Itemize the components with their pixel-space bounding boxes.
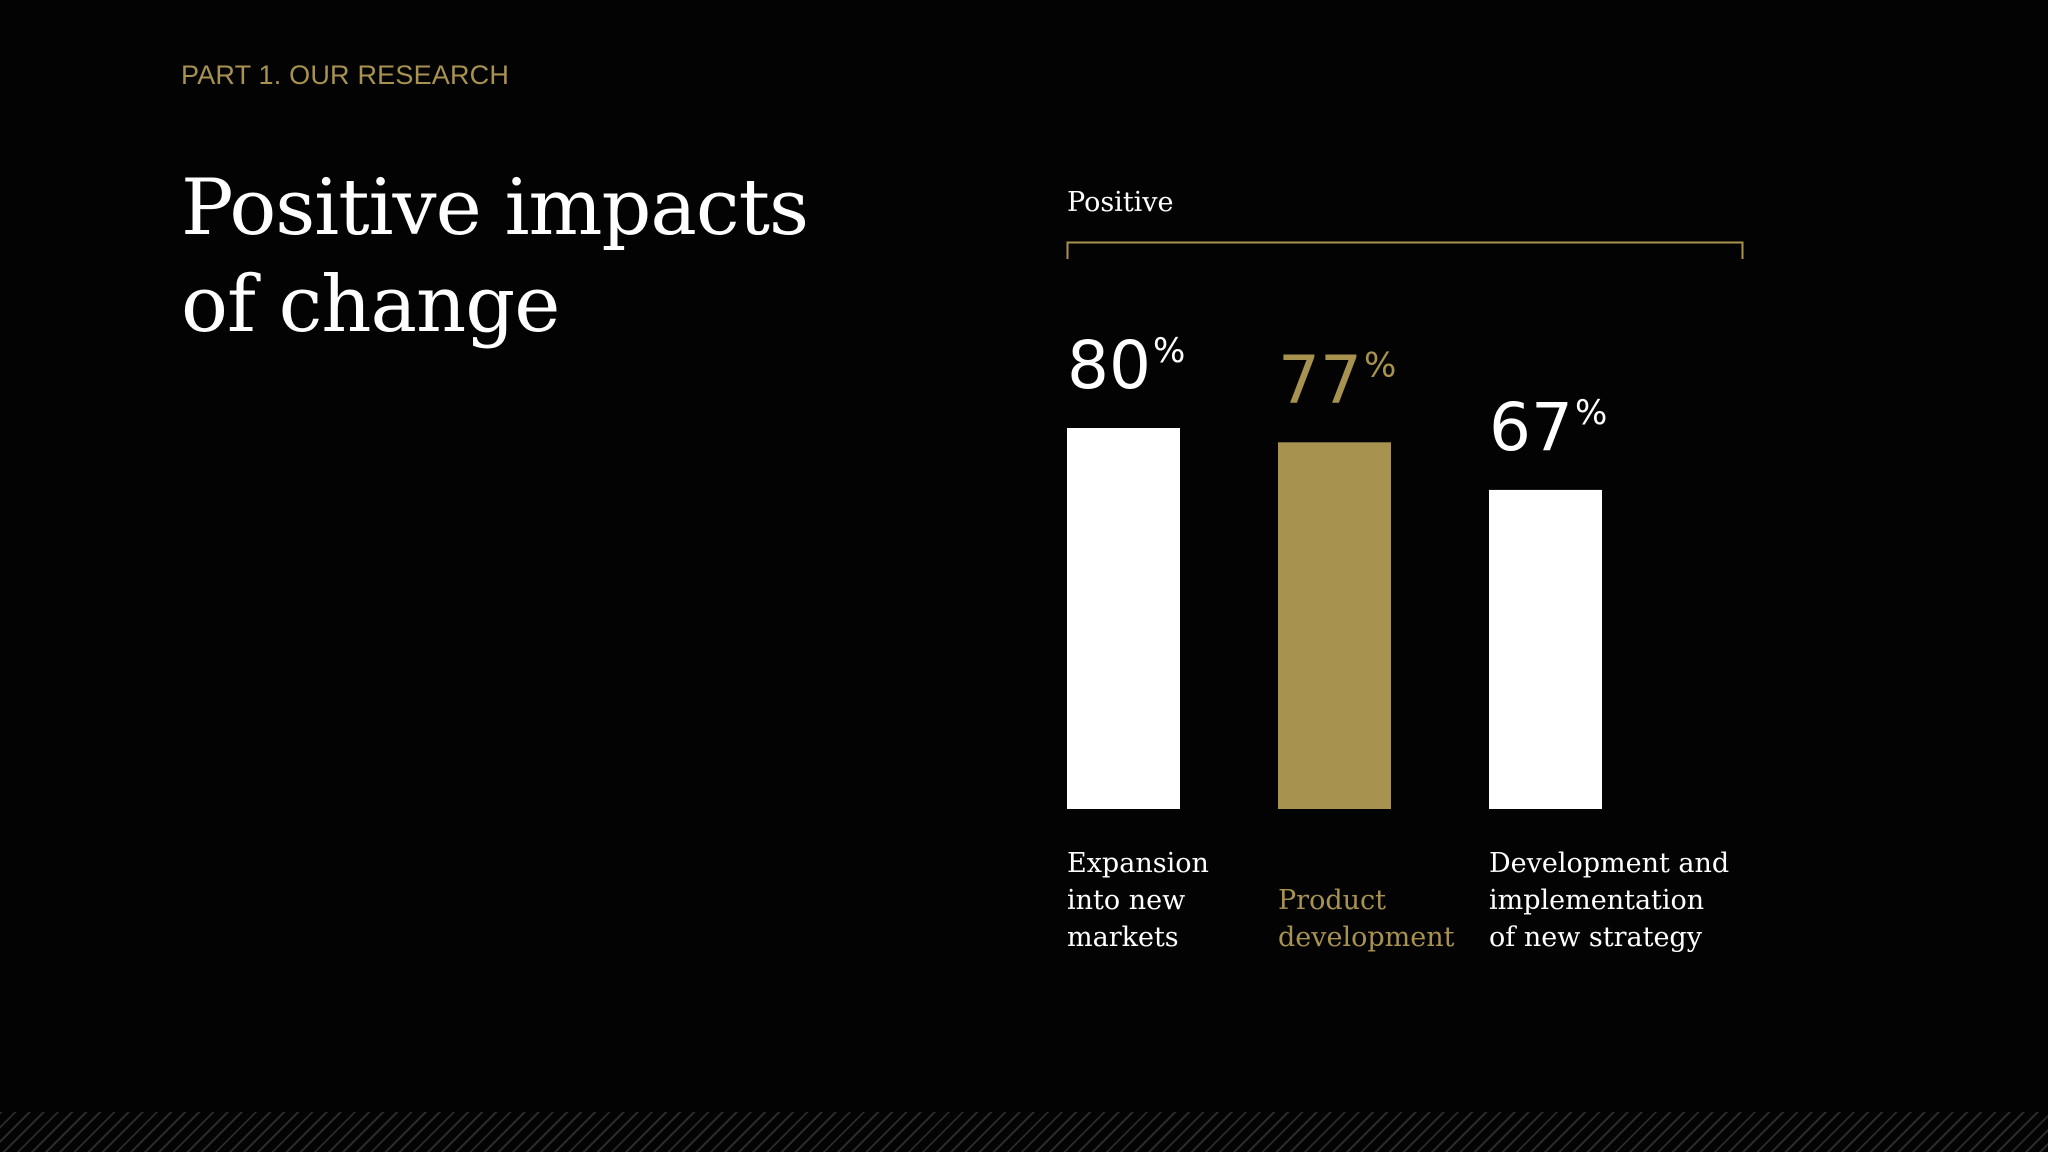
- chart-title: Positive: [1067, 187, 1174, 218]
- bar-value-label-2: 77%: [1278, 341, 1396, 418]
- category-label-1: Expansion into new markets: [1067, 848, 1209, 953]
- bar-value-label-1: 80%: [1067, 327, 1185, 404]
- bar-value-label-3: 67%: [1489, 389, 1607, 466]
- title-line-1: Positive impacts: [181, 163, 809, 253]
- footer-hatch-pattern: [0, 1112, 2048, 1152]
- bar-3: [1489, 489, 1602, 809]
- section-eyebrow: PART 1. OUR RESEARCH: [181, 60, 510, 90]
- category-label-3: Development and implementation of new stra…: [1489, 848, 1729, 953]
- bar-1: [1067, 428, 1180, 809]
- title-line-2: of change: [181, 260, 560, 350]
- bar-2: [1278, 442, 1391, 809]
- category-label-2: Product development: [1278, 885, 1455, 953]
- bars-group: 80% Expansion into new markets 77% Product dev…: [1067, 327, 1729, 953]
- page-title: Positive impacts of change: [181, 160, 941, 354]
- chart-bracket: [1066, 241, 1744, 259]
